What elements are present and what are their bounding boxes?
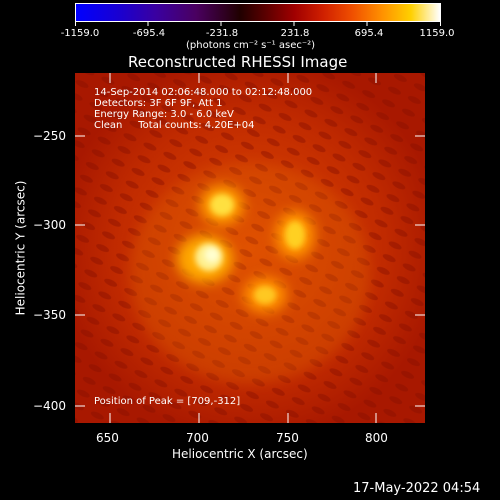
colorbar-tick-label: -695.4 bbox=[132, 28, 166, 39]
colorbar-tick-label: 231.8 bbox=[280, 28, 310, 39]
footer-timestamp: 17-May-2022 04:54 bbox=[353, 481, 481, 496]
y-tick-label: −300 bbox=[33, 218, 66, 232]
x-tick-label: 650 bbox=[96, 431, 119, 445]
plot-title: Reconstructed RHESSI Image bbox=[128, 53, 348, 71]
colorbar-tick-label: 1159.0 bbox=[419, 28, 455, 39]
x-axis-label: Heliocentric X (arcsec) bbox=[172, 447, 308, 461]
colorbar-tick-label: 695.4 bbox=[354, 28, 384, 39]
y-axis-label: Heliocentric Y (arcsec) bbox=[12, 180, 27, 316]
colorbar-unit-label: (photons cm⁻² s⁻¹ asec⁻²) bbox=[186, 40, 316, 51]
annotation-peak-position: Position of Peak = [709,-312] bbox=[94, 396, 241, 407]
x-tick-label: 700 bbox=[186, 431, 209, 445]
colorbar-tick-marks bbox=[75, 21, 441, 26]
colorbar-tick-label: -231.8 bbox=[205, 28, 239, 39]
x-tick-label: 750 bbox=[276, 431, 299, 445]
annotation-detectors: Detectors: 3F 6F 9F, Att 1 bbox=[94, 98, 223, 109]
y-tick-label: −250 bbox=[33, 129, 66, 143]
axis-frame bbox=[75, 73, 425, 423]
rhessi-image: 14-Sep-2014 02:06:48.000 to 02:12:48.000… bbox=[75, 73, 425, 423]
annotation-clean: Clean Total counts: 4.20E+04 bbox=[94, 120, 255, 131]
colorbar bbox=[75, 3, 441, 22]
y-tick-label: −400 bbox=[33, 399, 66, 413]
colorbar-tick-label: -1159.0 bbox=[60, 28, 100, 39]
y-tick-label: −350 bbox=[33, 308, 66, 322]
x-tick-label: 800 bbox=[365, 431, 388, 445]
annotation-time-range: 14-Sep-2014 02:06:48.000 to 02:12:48.000 bbox=[94, 87, 313, 98]
annotation-energy: Energy Range: 3.0 - 6.0 keV bbox=[94, 109, 234, 120]
